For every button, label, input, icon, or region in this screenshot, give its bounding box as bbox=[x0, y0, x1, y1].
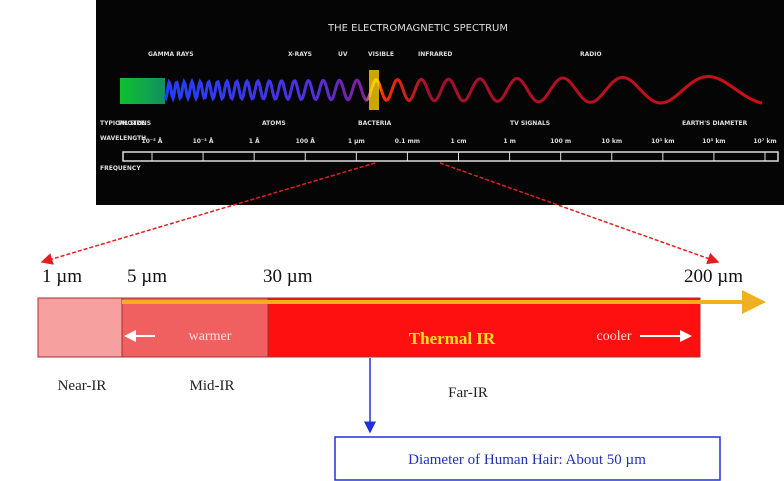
wavelength-label: 10⁵ km bbox=[702, 138, 725, 145]
gamma-block bbox=[120, 78, 165, 104]
mid-ir-region bbox=[122, 298, 268, 357]
near-ir-region bbox=[38, 298, 122, 357]
warmer-label: warmer bbox=[189, 329, 232, 344]
cooler-label: cooler bbox=[597, 329, 632, 344]
size-label: ATOMS bbox=[262, 120, 286, 127]
wavelength-label: 10³ km bbox=[651, 138, 674, 145]
far-ir-region bbox=[268, 298, 700, 357]
wavelength-label: 0.1 mm bbox=[395, 138, 420, 145]
band-label: X-RAYS bbox=[288, 51, 312, 58]
wavelength-label: 1 cm bbox=[450, 138, 466, 145]
size-label: BACTERIA bbox=[358, 120, 392, 127]
diagram: GAMMA RAYSX-RAYSUVVISIBLEINFRAREDRADIOTY… bbox=[0, 0, 784, 481]
row-label: WAVELENGTH bbox=[100, 135, 146, 142]
band-label: VISIBLE bbox=[368, 51, 394, 58]
band-label: GAMMA RAYS bbox=[148, 51, 194, 58]
boundary-label: 5 µm bbox=[127, 266, 167, 287]
wavelength-label: 10⁻³ Å bbox=[193, 138, 214, 145]
wavelength-label: 100 Å bbox=[296, 138, 316, 145]
note-text: Diameter of Human Hair: About 50 µm bbox=[408, 452, 646, 468]
wavelength-label: 100 m bbox=[550, 138, 571, 145]
size-label: PHOTONS bbox=[118, 120, 151, 127]
thermal-label: Thermal IR bbox=[409, 329, 496, 348]
wavelength-label: 1 m bbox=[503, 138, 516, 145]
boundary-label: 200 µm bbox=[684, 266, 743, 287]
size-label: EARTH'S DIAMETER bbox=[682, 120, 748, 127]
spectrum-title: THE ELECTROMAGNETIC SPECTRUM bbox=[327, 23, 508, 34]
visible-band bbox=[369, 70, 379, 110]
wavelength-label: 10⁻⁵ Å bbox=[142, 138, 163, 145]
wavelength-label: 10⁷ km bbox=[753, 138, 776, 145]
boundary-label: 1 µm bbox=[42, 266, 82, 287]
region-label: Mid-IR bbox=[190, 378, 235, 394]
row-label: FREQUENCY bbox=[100, 165, 141, 172]
wavelength-label: 10 km bbox=[601, 138, 622, 145]
region-label: Far-IR bbox=[448, 385, 488, 401]
boundary-label: 30 µm bbox=[263, 266, 313, 287]
band-label: RADIO bbox=[580, 51, 602, 58]
band-label: INFRARED bbox=[418, 51, 452, 58]
wavelength-label: 1 Å bbox=[249, 138, 260, 145]
band-label: UV bbox=[338, 51, 348, 58]
size-label: TV SIGNALS bbox=[510, 120, 550, 127]
wavelength-label: 1 µm bbox=[348, 138, 365, 145]
region-label: Near-IR bbox=[58, 378, 107, 394]
